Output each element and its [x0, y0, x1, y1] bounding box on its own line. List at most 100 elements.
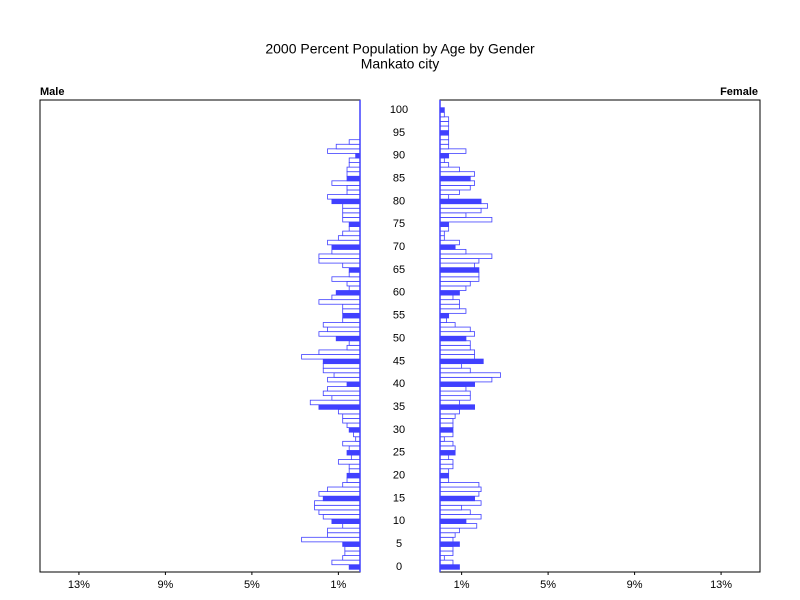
bar — [439, 285, 467, 291]
bar — [439, 153, 450, 159]
bar — [439, 116, 450, 122]
bar — [439, 477, 450, 483]
x-tick-label: 9% — [157, 579, 173, 591]
bar — [342, 230, 361, 237]
bar — [342, 555, 361, 561]
bar — [439, 468, 450, 474]
bar — [439, 376, 493, 383]
bar — [342, 262, 361, 269]
bar — [331, 518, 361, 524]
bar — [335, 143, 361, 150]
bar — [439, 381, 475, 387]
age-label: 90 — [393, 150, 405, 162]
bar — [439, 372, 501, 378]
bar — [327, 148, 361, 154]
x-tick-label: 9% — [627, 579, 643, 591]
bar — [439, 303, 460, 310]
bar — [439, 276, 480, 282]
bar — [439, 335, 467, 342]
female-panel — [439, 99, 761, 573]
bar — [439, 194, 450, 200]
bar — [439, 418, 454, 424]
bar — [439, 166, 460, 173]
bar — [318, 299, 361, 305]
bar — [439, 472, 450, 479]
bar — [348, 468, 361, 474]
bar — [318, 349, 361, 355]
bar — [439, 162, 450, 168]
bar — [439, 523, 478, 529]
bar — [342, 482, 361, 488]
bar — [439, 134, 450, 141]
bar — [309, 399, 361, 406]
bar — [318, 404, 361, 410]
bar — [439, 527, 460, 534]
bar — [439, 216, 493, 223]
age-label: 100 — [390, 104, 408, 116]
bar — [331, 559, 361, 566]
age-label: 95 — [393, 127, 405, 139]
bar — [439, 450, 456, 456]
bar — [342, 317, 361, 323]
bar — [439, 482, 480, 488]
bar — [439, 143, 450, 150]
bar — [439, 317, 447, 323]
bar — [439, 308, 467, 314]
bar — [322, 514, 361, 520]
bar — [301, 536, 361, 543]
bar — [348, 139, 361, 145]
bar — [439, 175, 471, 182]
bar — [346, 422, 361, 429]
bar — [342, 308, 361, 314]
age-label: 45 — [393, 355, 405, 367]
bar — [327, 486, 361, 492]
bar — [342, 216, 361, 223]
bar — [439, 500, 482, 506]
bar — [337, 408, 361, 415]
bar — [348, 340, 361, 346]
bar — [318, 331, 361, 337]
bar — [346, 171, 361, 177]
bar — [439, 358, 484, 365]
bar — [439, 148, 467, 154]
bar — [439, 363, 463, 369]
bar — [342, 523, 361, 529]
age-label: 50 — [393, 332, 405, 344]
bar — [346, 450, 361, 456]
bar — [439, 262, 475, 269]
bar — [439, 322, 456, 328]
bar — [327, 386, 361, 392]
bar — [327, 376, 361, 383]
bar — [439, 198, 482, 205]
bar — [439, 290, 460, 296]
bar — [322, 367, 361, 374]
bar — [439, 312, 450, 319]
bar — [439, 139, 450, 145]
age-label: 85 — [393, 172, 405, 184]
bar — [314, 504, 361, 511]
female-label: Female — [720, 86, 758, 98]
bar — [439, 536, 454, 543]
bar — [439, 518, 467, 524]
bar — [342, 541, 361, 547]
male-label: Male — [40, 86, 64, 98]
x-tick-label: 13% — [68, 579, 90, 591]
bar — [439, 404, 475, 410]
bar — [322, 363, 361, 369]
bar — [439, 294, 454, 301]
bar — [439, 349, 475, 355]
bar — [439, 427, 454, 433]
bar — [337, 235, 361, 241]
bar — [439, 440, 454, 447]
chart-subtitle: Mankato city — [361, 56, 440, 72]
bar — [350, 454, 361, 461]
bar — [439, 203, 488, 209]
bar — [439, 491, 480, 497]
bar — [342, 212, 361, 218]
bar — [439, 463, 454, 470]
bar — [344, 550, 361, 556]
bar — [331, 198, 361, 205]
bar — [439, 532, 456, 538]
bar — [439, 564, 460, 570]
bar — [439, 541, 460, 547]
